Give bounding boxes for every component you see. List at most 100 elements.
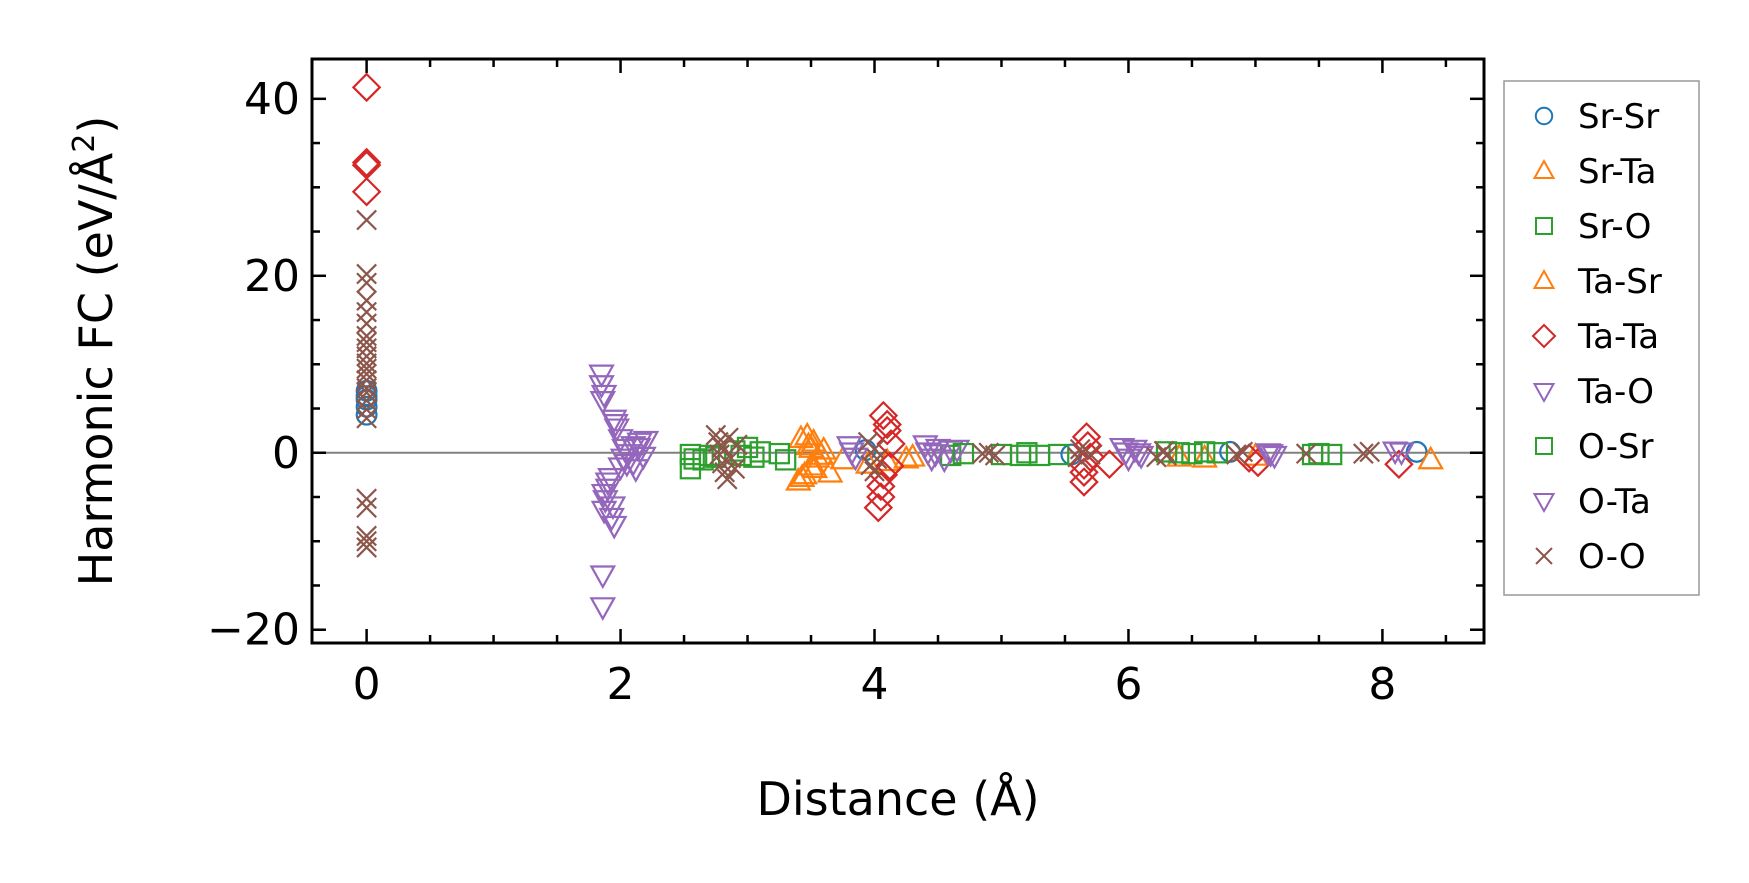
x-tick-label: 6 [1114,659,1142,710]
legend-marker-ta-o [1532,383,1556,404]
point-ta-ta [872,415,902,446]
point-ta-o [589,597,617,621]
legend-label-o-o: O-O [1578,537,1646,577]
point-ta-ta [868,400,899,431]
legend-marker-ta-sr [1532,268,1556,289]
point-o-o [726,434,748,456]
point-o-o [978,442,1000,464]
legend-marker-o-ta [1532,493,1556,514]
point-o-ta [589,391,617,415]
point-ta-sr [801,454,829,479]
point-o-o [716,468,738,490]
point-o-o [1069,438,1091,460]
point-o-sr [683,448,705,470]
point-o-o [356,272,377,294]
point-ta-o [1121,439,1149,464]
point-sr-o [1155,441,1178,463]
point-o-ta [599,496,627,521]
point-sr-ta [1417,445,1444,470]
point-o-o [1352,443,1374,465]
point-ta-o [589,565,617,590]
point-o-o [356,390,377,411]
point-o-sr [1308,442,1330,465]
point-sr-o [1320,443,1343,466]
point-sr-o [1181,442,1203,465]
legend-label-o-sr: O-Sr [1578,427,1654,467]
point-sr-ta [816,458,844,483]
point-sr-o [774,449,797,471]
point-o-o [356,399,377,420]
y-tick-label: 20 [244,251,300,302]
point-ta-ta [866,482,896,512]
point-ta-o [590,384,618,409]
point-o-o [356,337,377,359]
point-o-ta [619,452,647,477]
legend-label-ta-o: Ta-O [1577,372,1654,412]
point-o-sr [1016,442,1038,464]
point-o-ta [838,442,865,467]
y-axis-title-superscript: 2 [67,134,102,153]
point-o-o [1156,445,1177,466]
y-tick-label: 40 [244,74,300,125]
point-ta-ta [1384,449,1414,480]
point-o-sr [952,442,975,465]
point-o-ta [594,472,622,497]
point-sr-ta [1165,442,1193,467]
point-sr-o [1206,442,1229,464]
x-tick-label: 2 [607,659,635,710]
tick-labels: 0 2 4 6 8 −20 0 20 40 [207,74,1396,710]
point-sr-ta [1191,443,1218,468]
legend-marker-o-o [1535,547,1553,565]
point-o-o [1153,440,1175,462]
point-o-sr [768,442,790,465]
point-ta-ta [1094,449,1125,480]
legend-marker-sr-ta [1532,158,1556,179]
legend: Sr-Sr Sr-Ta Sr-O Ta-Sr Ta-Ta Ta-O O-Sr O-Ta O-O [1503,80,1700,596]
point-ta-sr [892,444,920,469]
point-o-o [1232,441,1254,463]
x-tick-label: 0 [353,659,381,710]
y-axis-title-close: ) [69,116,123,134]
point-o-o [356,497,377,518]
point-sr-sr [355,385,378,408]
legend-marker-sr-o [1535,217,1553,235]
point-ta-o [598,507,625,532]
x-axis-title: Distance (Å) [756,772,1039,826]
point-o-o [356,209,377,231]
legend-label-ta-sr: Ta-Sr [1577,262,1662,302]
point-ta-o [632,430,660,455]
point-o-o [972,443,993,465]
point-ta-ta [1073,430,1103,461]
point-o-ta [625,437,652,462]
point-ta-ta [351,72,382,103]
point-ta-o [607,457,634,482]
x-tick-label: 4 [861,659,889,710]
point-ta-sr [788,463,816,488]
point-o-o [984,445,1006,466]
point-ta-o [1388,442,1415,467]
point-o-ta [1257,444,1284,468]
point-o-ta [922,444,949,468]
legend-label-o-ta: O-Ta [1578,482,1651,522]
point-o-o [356,263,377,285]
point-ta-ta [351,176,382,207]
point-o-o [1226,444,1247,465]
point-ta-sr [797,434,825,458]
y-tick-label: 0 [272,428,300,479]
point-sr-o [743,446,765,468]
point-o-o [705,424,727,446]
point-o-o [1359,441,1381,463]
point-o-o [356,530,377,552]
point-ta-o [943,439,971,464]
point-o-ta [607,429,634,453]
point-o-o [866,448,888,470]
point-o-o [1295,443,1317,465]
y-axis-title: Harmonic FC (eV/Å2) [67,116,123,587]
point-o-o [720,447,742,469]
point-o-o [356,488,377,510]
point-o-o [1067,446,1089,468]
point-ta-ta [351,147,382,178]
data-points [351,72,1444,621]
